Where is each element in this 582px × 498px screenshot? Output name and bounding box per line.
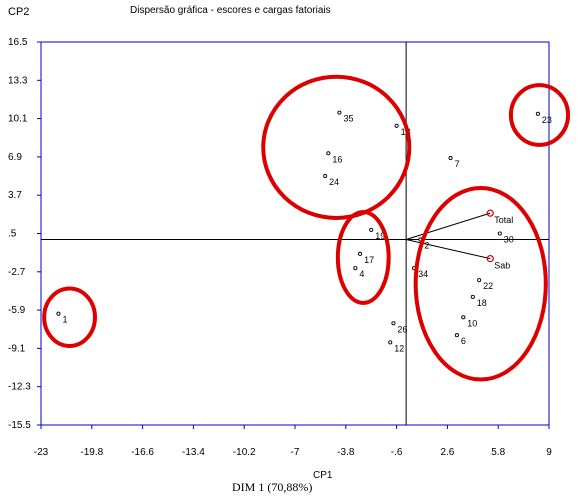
score-point xyxy=(353,266,358,271)
x-tick-label: -10.2 xyxy=(233,447,256,458)
score-label: 16 xyxy=(332,154,342,164)
score-label: 23 xyxy=(542,115,552,125)
highlight-ellipse xyxy=(413,186,548,382)
highlight-ellipse xyxy=(42,286,97,349)
score-point xyxy=(337,110,342,115)
score-label: 22 xyxy=(483,281,493,291)
score-point xyxy=(448,156,453,161)
score-label: 6 xyxy=(461,336,466,346)
score-point xyxy=(477,278,482,283)
score-point xyxy=(470,294,475,299)
score-point xyxy=(323,173,328,179)
x-tick-label: -.6 xyxy=(391,447,403,458)
score-point xyxy=(369,227,374,232)
score-label: 4 xyxy=(359,269,364,279)
score-label: 24 xyxy=(329,177,339,187)
x-tick-label: 2.6 xyxy=(440,447,454,458)
score-label: 1 xyxy=(62,315,67,325)
x-tick-label: -23 xyxy=(34,447,49,458)
score-label: 19 xyxy=(375,231,385,241)
y-tick-label: -9.1 xyxy=(8,343,26,354)
score-point xyxy=(326,151,331,156)
y-tick-label: -12.3 xyxy=(8,382,31,393)
score-label: 17 xyxy=(364,255,374,265)
x-tick-label: -7 xyxy=(291,447,300,458)
plot-frame xyxy=(40,41,550,426)
score-label: 35 xyxy=(343,114,353,124)
score-point xyxy=(388,340,393,345)
x-tick-label: 9 xyxy=(546,447,552,458)
score-label: 34 xyxy=(418,269,428,279)
score-point xyxy=(358,251,363,256)
highlight-ellipse xyxy=(335,209,391,305)
y-tick-label: -15.5 xyxy=(8,420,31,431)
score-point xyxy=(535,111,540,116)
score-label: 26 xyxy=(397,324,407,334)
loading-label: Total xyxy=(494,215,513,225)
score-label: 12 xyxy=(394,343,404,353)
x-tick-label: -3.8 xyxy=(337,447,355,458)
score-label: 30 xyxy=(504,235,514,245)
score-point xyxy=(56,311,61,316)
score-label: 18 xyxy=(477,298,487,308)
y-axis-title: CP2 xyxy=(8,6,30,18)
x-tick-label: 5.8 xyxy=(491,447,505,458)
x-tick-label: -16.6 xyxy=(131,447,154,458)
score-point xyxy=(461,315,466,320)
score-point xyxy=(454,333,459,338)
loading-point xyxy=(486,255,494,263)
chart-title: Dispersão gráfica - escores e cargas fat… xyxy=(130,5,331,16)
y-tick-label: -2.7 xyxy=(8,267,26,278)
y-tick-label: 10.1 xyxy=(8,114,28,125)
score-label: 7 xyxy=(455,159,460,169)
score-label: 10 xyxy=(467,318,477,328)
score-point xyxy=(391,321,396,326)
score-label: 2 xyxy=(424,240,429,250)
x-tick-label: -19.8 xyxy=(80,447,103,458)
y-tick-label: 16.5 xyxy=(8,37,28,48)
y-tick-label: 3.7 xyxy=(8,190,22,201)
x-tick-label: -13.4 xyxy=(182,447,205,458)
y-tick-label: 6.9 xyxy=(8,152,22,163)
loading-point xyxy=(486,209,494,217)
score-point xyxy=(497,231,502,236)
y-tick-label: 13.3 xyxy=(8,75,28,86)
loading-vector xyxy=(405,212,491,240)
y-tick-label: .5 xyxy=(8,229,17,240)
y-tick-label: -5.9 xyxy=(8,305,26,316)
score-point xyxy=(394,123,399,128)
x-axis-title: CP1 xyxy=(313,470,333,481)
loading-label: Sab xyxy=(494,261,510,271)
highlight-ellipse xyxy=(261,74,412,220)
dimension-label: DIM 1 (70,88%) xyxy=(232,480,313,494)
highlight-ellipse xyxy=(508,83,571,147)
